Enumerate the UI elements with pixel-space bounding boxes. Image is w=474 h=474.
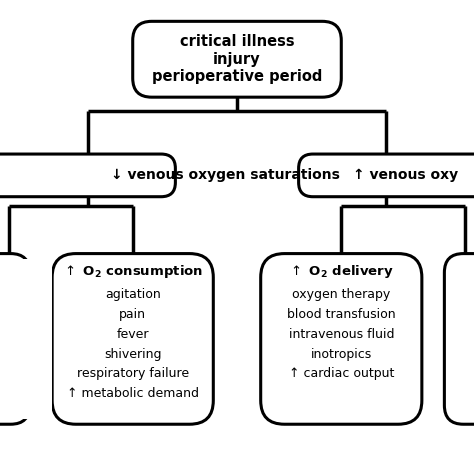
- Text: ↑ venous oxy: ↑ venous oxy: [353, 168, 458, 182]
- FancyBboxPatch shape: [0, 154, 175, 197]
- Text: fever: fever: [117, 328, 149, 341]
- Bar: [0, 259, 52, 419]
- FancyBboxPatch shape: [299, 154, 474, 197]
- Text: intravenous fluid: intravenous fluid: [289, 328, 394, 341]
- Text: ↑ metabolic demand: ↑ metabolic demand: [67, 387, 199, 401]
- Text: oxygen therapy: oxygen therapy: [292, 288, 391, 301]
- Bar: [469, 159, 474, 191]
- Text: $\uparrow$ $\mathregular{O_2}$ delivery: $\uparrow$ $\mathregular{O_2}$ delivery: [288, 263, 394, 280]
- Text: ↑ cardiac output: ↑ cardiac output: [289, 367, 394, 381]
- Text: $\uparrow$ $\mathregular{O_2}$ consumption: $\uparrow$ $\mathregular{O_2}$ consumpti…: [62, 263, 203, 280]
- Text: respiratory failure: respiratory failure: [77, 367, 189, 381]
- Text: shivering: shivering: [104, 347, 162, 361]
- FancyBboxPatch shape: [0, 254, 29, 424]
- FancyBboxPatch shape: [52, 254, 213, 424]
- Text: inotropics: inotropics: [310, 347, 372, 361]
- Text: pain: pain: [119, 308, 146, 321]
- Text: ↓ venous oxygen saturations: ↓ venous oxygen saturations: [111, 168, 340, 182]
- Bar: [0, 159, 52, 191]
- Text: critical illness
injury
perioperative period: critical illness injury perioperative pe…: [152, 34, 322, 84]
- Text: agitation: agitation: [105, 288, 161, 301]
- FancyBboxPatch shape: [261, 254, 422, 424]
- Text: blood transfusion: blood transfusion: [287, 308, 396, 321]
- FancyBboxPatch shape: [444, 254, 474, 424]
- FancyBboxPatch shape: [133, 21, 341, 97]
